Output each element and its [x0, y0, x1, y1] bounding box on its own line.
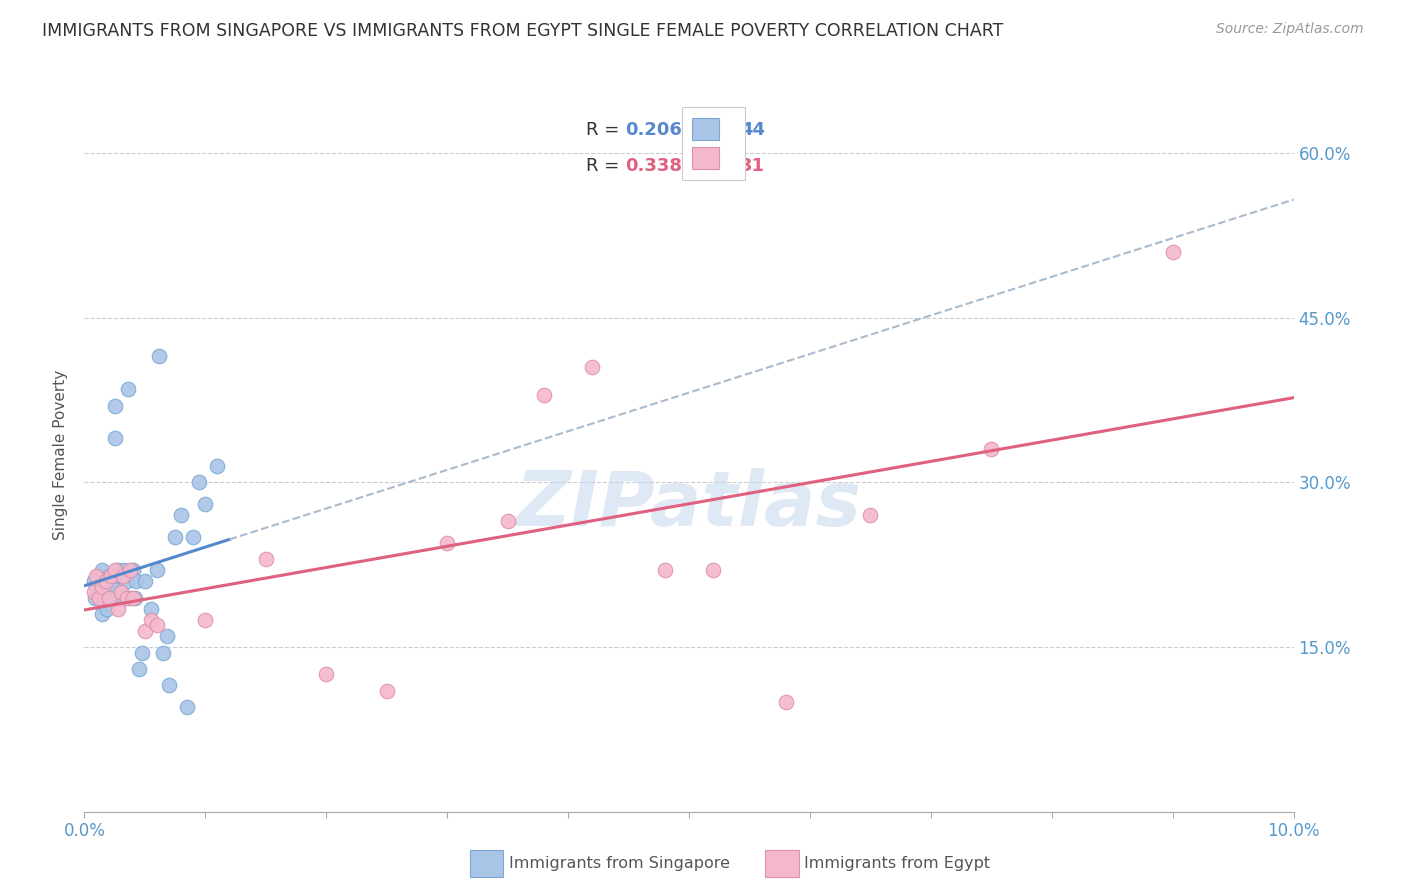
Point	[86, 568, 108, 582]
Point	[654, 563, 676, 577]
Point	[859, 508, 882, 523]
Point	[436, 535, 458, 549]
Point	[120, 563, 142, 577]
Text: 44: 44	[740, 121, 765, 139]
Point	[84, 591, 107, 605]
Point	[176, 700, 198, 714]
Text: Immigrants from Singapore: Immigrants from Singapore	[509, 856, 730, 871]
Point	[87, 591, 110, 605]
Point	[100, 568, 122, 582]
Point	[112, 568, 135, 582]
Point	[86, 568, 108, 582]
Text: Source: ZipAtlas.com: Source: ZipAtlas.com	[1216, 22, 1364, 37]
Point	[86, 580, 108, 594]
Text: R =: R =	[586, 157, 626, 175]
Text: 0.206: 0.206	[624, 121, 682, 139]
Point	[115, 574, 138, 589]
Point	[1161, 244, 1184, 259]
Text: Immigrants from Egypt: Immigrants from Egypt	[804, 856, 990, 871]
Point	[112, 563, 135, 577]
Point	[104, 432, 127, 446]
Text: 31: 31	[740, 157, 765, 175]
Point	[165, 530, 187, 544]
Point	[533, 387, 555, 401]
Point	[97, 591, 120, 605]
Y-axis label: Single Female Poverty: Single Female Poverty	[53, 370, 69, 540]
Point	[115, 591, 138, 605]
Point	[120, 591, 142, 605]
Point	[89, 585, 111, 599]
Point	[375, 684, 398, 698]
Point	[254, 552, 277, 566]
Point	[188, 475, 211, 490]
Point	[107, 601, 129, 615]
Point	[148, 349, 170, 363]
Text: 0.338: 0.338	[624, 157, 682, 175]
Point	[775, 695, 797, 709]
Text: IMMIGRANTS FROM SINGAPORE VS IMMIGRANTS FROM EGYPT SINGLE FEMALE POVERTY CORRELA: IMMIGRANTS FROM SINGAPORE VS IMMIGRANTS …	[42, 22, 1004, 40]
Point	[104, 399, 127, 413]
Point	[117, 382, 139, 396]
Point	[146, 563, 169, 577]
Point	[83, 574, 105, 589]
Point	[581, 360, 603, 375]
Point	[194, 497, 217, 511]
Point	[146, 618, 169, 632]
Point	[110, 585, 132, 599]
Point	[152, 646, 174, 660]
Point	[94, 574, 117, 589]
Point	[101, 580, 124, 594]
Legend: , : ,	[682, 107, 745, 180]
Point	[207, 458, 229, 473]
Point	[496, 514, 519, 528]
Point	[134, 624, 156, 638]
Point	[110, 591, 132, 605]
Point	[91, 580, 114, 594]
Point	[112, 568, 135, 582]
Text: ZIPatlas: ZIPatlas	[516, 468, 862, 541]
Point	[107, 563, 129, 577]
Point	[155, 629, 177, 643]
Point	[97, 568, 120, 582]
Point	[104, 563, 127, 577]
Point	[315, 667, 337, 681]
Point	[91, 563, 114, 577]
Point	[125, 574, 148, 589]
Point	[128, 662, 150, 676]
Point	[94, 574, 117, 589]
Text: R =: R =	[586, 121, 626, 139]
Point	[134, 574, 156, 589]
Point	[124, 591, 146, 605]
Point	[105, 568, 128, 582]
Point	[139, 601, 162, 615]
Point	[94, 591, 117, 605]
Point	[121, 563, 143, 577]
Point	[96, 601, 118, 615]
Point	[181, 530, 204, 544]
Point	[100, 591, 122, 605]
Point	[194, 613, 217, 627]
Point	[91, 607, 114, 621]
Point	[170, 508, 193, 523]
Point	[702, 563, 724, 577]
Point	[121, 591, 143, 605]
Point	[131, 646, 153, 660]
Point	[139, 613, 162, 627]
Text: N =: N =	[685, 157, 737, 175]
Point	[980, 442, 1002, 457]
Point	[97, 585, 120, 599]
Point	[157, 678, 180, 692]
Point	[83, 585, 105, 599]
Text: N =: N =	[685, 121, 737, 139]
Point	[110, 585, 132, 599]
